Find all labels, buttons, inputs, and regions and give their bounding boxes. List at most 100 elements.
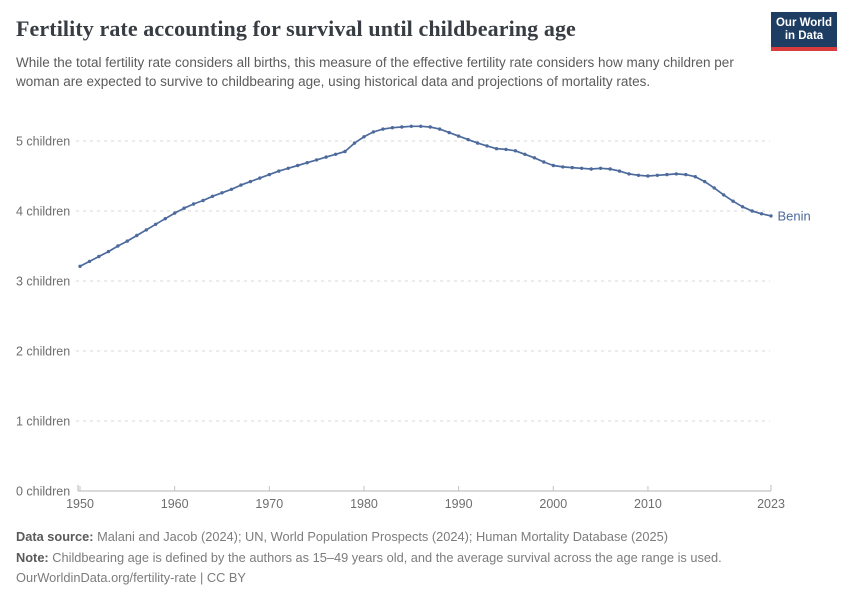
data-point-1971[interactable]: [277, 169, 281, 173]
data-point-2002[interactable]: [570, 165, 574, 170]
license-line[interactable]: OurWorldinData.org/fertility-rate | CC B…: [16, 570, 246, 585]
data-point-2003[interactable]: [580, 166, 584, 170]
data-point-2010[interactable]: [646, 174, 650, 178]
data-point-2001[interactable]: [561, 165, 565, 169]
data-point-1977[interactable]: [333, 152, 338, 156]
data-point-1997[interactable]: [523, 152, 527, 156]
chart-footer: Data source: Malani and Jacob (2024); UN…: [16, 527, 826, 589]
data-point-1980[interactable]: [362, 135, 366, 139]
y-axis-label-2: 2 children: [16, 345, 70, 359]
data-point-2007[interactable]: [617, 169, 622, 173]
data-point-1975[interactable]: [314, 158, 319, 162]
data-point-1954[interactable]: [116, 244, 120, 248]
data-point-1984[interactable]: [400, 125, 404, 129]
data-point-1986[interactable]: [419, 124, 423, 128]
data-point-2023[interactable]: [769, 214, 773, 218]
series-label-benin[interactable]: Benin: [778, 208, 811, 223]
data-point-1976[interactable]: [324, 155, 328, 159]
y-axis-label-1: 1 children: [16, 415, 70, 429]
data-point-2013[interactable]: [674, 172, 678, 176]
data-point-1964[interactable]: [210, 194, 215, 198]
data-point-1988[interactable]: [438, 127, 442, 131]
data-point-1993[interactable]: [485, 144, 489, 148]
x-axis-label-2023: 2023: [757, 497, 785, 511]
data-point-1998[interactable]: [532, 156, 537, 160]
page-title: Fertility rate accounting for survival u…: [16, 16, 576, 41]
data-point-1982[interactable]: [381, 127, 385, 131]
series-line-benin[interactable]: [79, 125, 772, 268]
data-point-1995[interactable]: [504, 147, 508, 152]
data-point-1979[interactable]: [352, 141, 357, 145]
data-point-1965[interactable]: [220, 191, 224, 195]
data-point-1991[interactable]: [466, 137, 470, 142]
data-point-1992[interactable]: [475, 141, 480, 145]
data-point-1950[interactable]: [78, 264, 82, 268]
x-axis-label-1990: 1990: [445, 497, 473, 511]
data-point-2004[interactable]: [589, 167, 593, 171]
note-line: Note: Childbearing age is defined by the…: [16, 548, 826, 569]
data-point-1978[interactable]: [343, 149, 347, 154]
data-point-1972[interactable]: [286, 166, 290, 170]
data-point-1990[interactable]: [456, 134, 461, 138]
note-label: Note:: [16, 549, 49, 565]
data-point-2000[interactable]: [551, 163, 555, 168]
data-point-1981[interactable]: [371, 130, 376, 134]
y-axis-label-4: 4 children: [16, 205, 70, 219]
data-point-1983[interactable]: [390, 126, 395, 130]
data-point-1985[interactable]: [409, 124, 413, 128]
data-point-1974[interactable]: [305, 161, 309, 165]
data-point-2011[interactable]: [655, 173, 660, 177]
data-point-1973[interactable]: [296, 163, 300, 168]
data-point-2021[interactable]: [750, 209, 754, 213]
data-point-2020[interactable]: [740, 205, 745, 209]
data-point-1958[interactable]: [154, 222, 158, 226]
x-axis-label-1970: 1970: [255, 497, 283, 511]
y-axis-label-5: 5 children: [16, 135, 70, 149]
data-source-line: Data source: Malani and Jacob (2024); UN…: [16, 527, 826, 548]
data-point-2022[interactable]: [759, 212, 764, 216]
data-point-1987[interactable]: [428, 125, 432, 129]
data-point-1994[interactable]: [494, 147, 499, 151]
data-point-1963[interactable]: [201, 198, 205, 203]
data-point-1951[interactable]: [87, 259, 92, 264]
data-point-1961[interactable]: [182, 206, 186, 210]
data-point-2018[interactable]: [722, 193, 726, 197]
data-point-1957[interactable]: [144, 228, 148, 232]
note-text: Childbearing age is defined by the autho…: [48, 549, 722, 565]
data-point-1953[interactable]: [106, 249, 111, 254]
data-point-1999[interactable]: [542, 160, 546, 164]
data-point-1996[interactable]: [513, 149, 518, 153]
data-point-1968[interactable]: [248, 179, 253, 184]
data-point-2009[interactable]: [636, 173, 641, 177]
data-point-2012[interactable]: [665, 172, 669, 177]
x-axis-label-1950: 1950: [66, 497, 94, 511]
data-point-2015[interactable]: [693, 175, 697, 179]
data-point-1962[interactable]: [191, 202, 196, 206]
data-point-1955[interactable]: [125, 239, 129, 243]
data-point-2019[interactable]: [731, 199, 735, 203]
data-point-1989[interactable]: [447, 130, 451, 135]
data-point-2014[interactable]: [684, 172, 688, 177]
y-axis-label-3: 3 children: [16, 275, 70, 289]
data-point-1959[interactable]: [163, 217, 167, 221]
x-axis-label-1960: 1960: [161, 497, 189, 511]
data-point-1952[interactable]: [97, 254, 101, 259]
data-point-1956[interactable]: [135, 233, 139, 238]
data-point-1970[interactable]: [267, 172, 271, 177]
data-point-1969[interactable]: [258, 176, 262, 180]
data-point-2005[interactable]: [598, 166, 603, 170]
data-point-1967[interactable]: [239, 183, 243, 187]
data-point-1966[interactable]: [229, 187, 234, 191]
data-point-2016[interactable]: [703, 179, 707, 184]
data-point-2006[interactable]: [608, 167, 612, 171]
owid-logo[interactable]: Our World in Data: [771, 12, 837, 51]
owid-logo-line2: in Data: [784, 30, 824, 42]
owid-logo-line1: Our World: [775, 17, 832, 29]
data-point-2017[interactable]: [712, 186, 716, 190]
data-point-2008[interactable]: [627, 172, 631, 176]
data-point-1960[interactable]: [173, 211, 177, 215]
x-axis-label-1980: 1980: [350, 497, 378, 511]
x-axis-label-2010: 2010: [634, 497, 662, 511]
